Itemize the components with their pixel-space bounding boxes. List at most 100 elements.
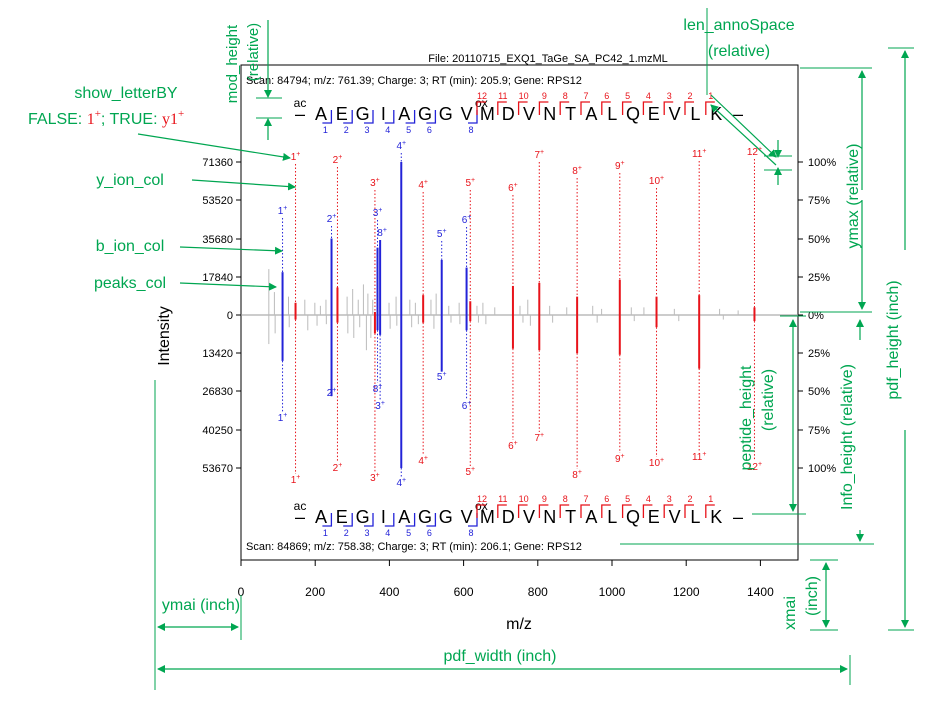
peptide-bottom-b-number: 1 (323, 528, 328, 538)
peptide-top-residue: L (607, 104, 617, 124)
peptide-bottom-residue: Q (626, 507, 640, 527)
peptide-top-y-bracket (684, 101, 694, 115)
peptide-top-residue: V (461, 104, 473, 124)
b-ion-label-bottom: 6+ (462, 400, 472, 412)
peptide-top-residue: A (315, 104, 327, 124)
anno-len-annospace-rel: (relative) (708, 43, 770, 60)
x-tick-label: 1000 (599, 585, 626, 599)
y-ion-label-bottom: 2+ (333, 462, 343, 474)
peptide-bottom-c-dash: – (733, 507, 743, 527)
peptide-bottom-y-bracket (663, 504, 674, 518)
anno-mod-height: mod_height (224, 24, 241, 103)
y-ion-label-bottom: 10+ (649, 457, 664, 469)
b-ion-label-top: 2+ (327, 213, 337, 225)
y-ion-label-top: 10+ (649, 175, 664, 187)
peptide-top-b-number: 5 (406, 125, 411, 135)
y-ion-label-bottom: 9+ (615, 453, 625, 465)
y-tick-label-right: 25% (808, 272, 830, 284)
ion-guide-lines (282, 153, 755, 477)
peptide-top-b-bracket (405, 110, 416, 124)
peptide-top-c-dash: – (733, 104, 743, 124)
anno-peptide-height: peptide_height (738, 365, 755, 471)
peptide-top-y-number: 8 (563, 91, 568, 101)
peptide-top-b-number: 1 (323, 125, 328, 135)
peptide-top-b-bracket (343, 110, 353, 124)
peptide-bottom-b-bracket (426, 513, 437, 527)
other-peaks (268, 269, 739, 351)
x-tick-label: 0 (238, 585, 245, 599)
peptide-bottom-y-number: 1 (708, 494, 713, 504)
peptide-bottom-b-bracket (343, 513, 353, 527)
peptide-top: –acA E G I A G G V M D V N T A L Q E V L K –ox1 2 3 4 5 6 812 11 10 9… (294, 91, 743, 135)
peptide-bottom-residue: G (439, 507, 453, 527)
peptide-top-y-number: 9 (542, 91, 547, 101)
y-tick-label-left: 53520 (202, 195, 233, 207)
peptide-bottom-n-dash: – (295, 507, 305, 527)
peptide-bottom-residue: L (607, 507, 617, 527)
y-tick-label-left: 13420 (202, 348, 233, 360)
peptide-top-y-bracket (497, 101, 507, 115)
peptide-bottom-b-number: 3 (364, 528, 369, 538)
anno-peaks-col: peaks_col (94, 275, 166, 292)
peptide-bottom-b-number: 4 (385, 528, 390, 538)
peptide-top-residue: G (439, 104, 453, 124)
x-tick-label: 1200 (673, 585, 700, 599)
peptide-top-residue: A (398, 104, 410, 124)
peptide-bottom-y-bracket (476, 504, 486, 518)
x-axis-title: m/z (506, 616, 532, 633)
b-ion-col-arrow (179, 246, 283, 255)
b-ion-label-top: 3+ (373, 207, 383, 219)
peptide-bottom-y-bracket (705, 504, 715, 518)
peptide-top-y-bracket (559, 101, 570, 115)
y-tick-label-left: 26830 (202, 386, 233, 398)
len-annospace-arrow2 (710, 104, 777, 166)
peptide-bottom-b-number: 8 (468, 528, 473, 538)
anno-xmai: xmai (782, 596, 799, 630)
peptide-bottom-b-number: 6 (427, 528, 432, 538)
peptide-bottom-nterm-mod: ac (294, 499, 307, 513)
peptide-top-y-bracket (621, 101, 632, 115)
y-tick-label-left: 40250 (202, 425, 233, 437)
peptide-bottom-residue: N (543, 507, 556, 527)
b-ion-label-top: 1+ (278, 205, 288, 217)
peptide-top-y-bracket (642, 101, 653, 115)
y-tick-label-right: 75% (808, 195, 830, 207)
peptide-top-residue: T (565, 104, 576, 124)
peptide-top-residue: M (480, 104, 495, 124)
y-ion-label-bottom: 5+ (465, 466, 475, 478)
x-tick-label: 800 (528, 585, 548, 599)
ion-peaks (281, 162, 756, 468)
peptide-top-residue: G (356, 104, 370, 124)
peptide-top-residue: D (502, 104, 515, 124)
peptide-top-residue: I (381, 104, 386, 124)
peptide-top-b-number: 4 (385, 125, 390, 135)
peptide-bottom-y-number: 4 (646, 494, 651, 504)
peptide-top-b-bracket (322, 110, 333, 124)
peptide-top-y-bracket (517, 101, 528, 115)
y-ion-label-top: 11+ (692, 148, 706, 160)
b-ion-label-top: 8+ (377, 227, 387, 239)
peptide-bottom-residue: I (381, 507, 386, 527)
peptide-top-b-bracket (364, 110, 374, 124)
peptide-bottom-residue: A (315, 507, 327, 527)
peptide-bottom-residue: K (710, 507, 722, 527)
peptide-bottom-b-bracket (364, 513, 374, 527)
ion-labels: 1+ 2+ 3+ 8+ 4+ 5+ 6+ 1+ 2+ 3+ 4+ 5+ 6+ 7+ 8+ 9+ 10+ 11+ 12… (278, 140, 762, 489)
peptide-bottom-residue: G (418, 507, 432, 527)
anno-y-ion-col: y_ion_col (96, 172, 164, 189)
y-tick-label-left: 0 (227, 310, 233, 322)
y-tick-label-right: 0% (808, 310, 824, 322)
peptide-bottom: –acA E G I A G G V M D V N T A L Q E V L K –ox1 2 3 4 5 6 812 11 10 9… (294, 494, 743, 538)
peptide-bottom-y-bracket (517, 504, 528, 518)
anno-len-annospace: len_annoSpace (683, 17, 794, 34)
anno-ymai: ymai (inch) (162, 597, 240, 614)
peptide-top-residue: N (543, 104, 556, 124)
x-tick-label: 1400 (747, 585, 774, 599)
peptide-bottom-residue: V (669, 507, 681, 527)
y-ion-col-arrow (191, 179, 296, 191)
peptide-bottom-y-number: 10 (519, 494, 529, 504)
peptide-bottom-b-bracket (322, 513, 333, 527)
y-tick-label-left: 35680 (202, 234, 233, 246)
peptide-top-y-bracket (705, 101, 715, 115)
